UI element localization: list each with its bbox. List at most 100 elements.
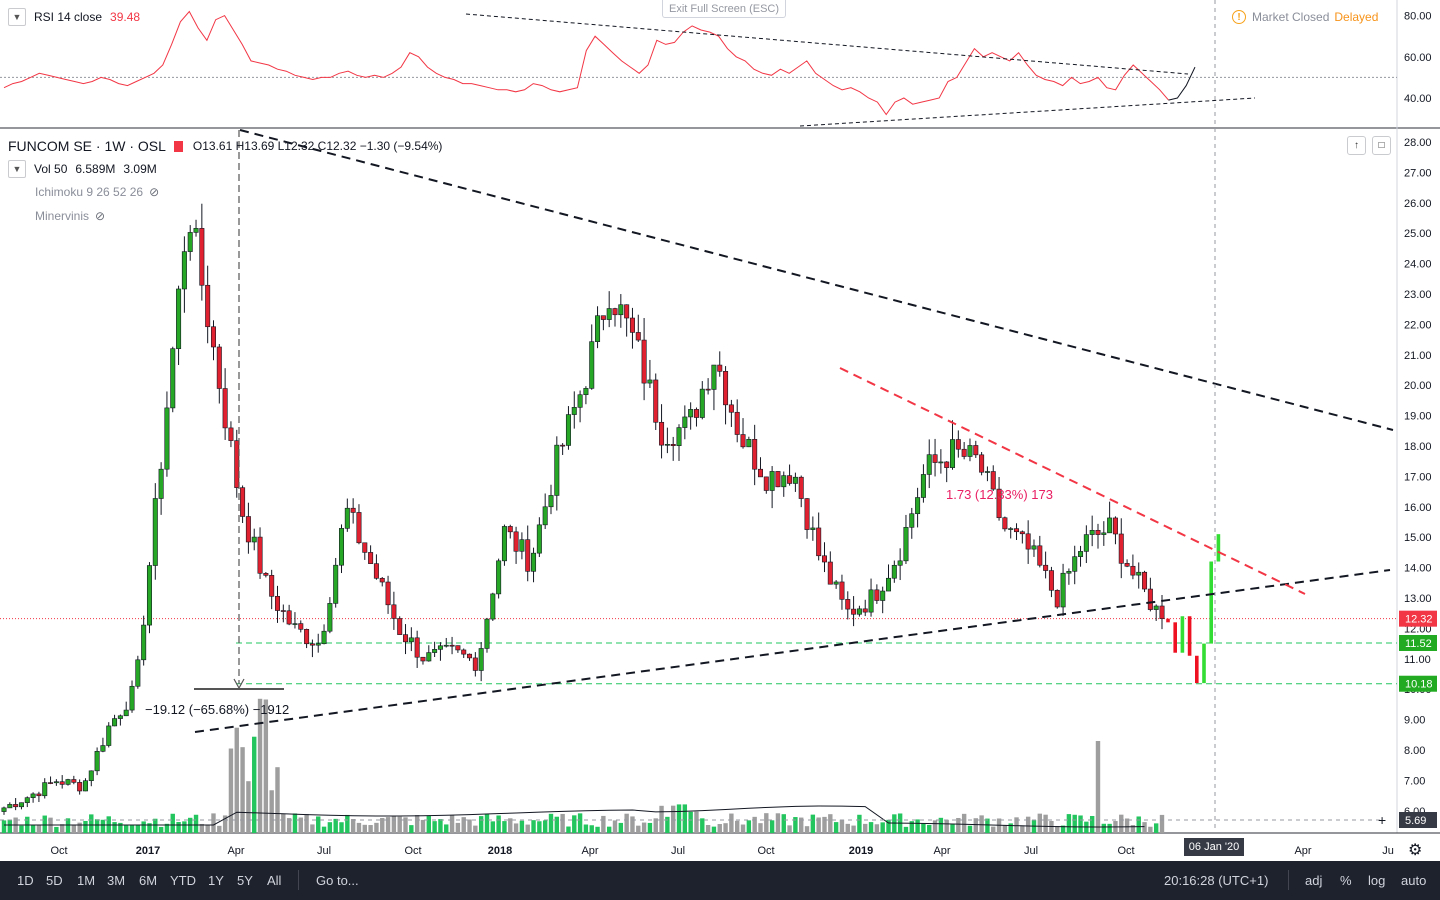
volume-bar-down	[286, 818, 292, 833]
maximize-icon[interactable]: □	[1372, 136, 1391, 155]
volume-bar-up	[94, 819, 100, 833]
candle-down	[641, 339, 647, 384]
go-to-button[interactable]: Go to...	[316, 873, 359, 888]
collapse-indicators-button[interactable]: ▼	[8, 160, 26, 178]
candle-up	[24, 797, 30, 803]
volume-bar-down	[59, 824, 65, 833]
volume-bar-down	[1130, 825, 1136, 833]
volume-bar-up	[688, 811, 693, 833]
range-ytd-button[interactable]: YTD	[170, 873, 196, 888]
main-legend: FUNCOM SE · 1W · OSL O13.61 H13.69 L12.3…	[8, 138, 442, 154]
volume-bar-down	[380, 818, 385, 833]
volume-bar-down	[269, 790, 274, 833]
eye-hidden-icon[interactable]: ⊘	[95, 209, 106, 223]
volume-bar-up	[478, 816, 484, 833]
candle-up	[30, 793, 36, 798]
volume-bar-up	[682, 804, 688, 833]
volume-bar-down	[217, 825, 222, 833]
candle-up	[868, 589, 874, 613]
price-axis-label: 12.32	[1405, 614, 1433, 626]
volume-bar-down	[310, 824, 315, 833]
range-5y-button[interactable]: 5Y	[237, 873, 253, 888]
volume-bar-up	[193, 814, 199, 833]
candle-up	[437, 645, 443, 650]
volume-bar-down	[246, 781, 251, 833]
volume-bar-up	[583, 824, 589, 833]
volume-bar-down	[845, 823, 850, 833]
candle-up	[595, 315, 601, 342]
volume-bar-down	[787, 825, 792, 833]
volume-bar-up	[1072, 814, 1077, 833]
candle-down	[757, 468, 763, 478]
log-toggle[interactable]: log	[1368, 873, 1386, 888]
volume-bar-down	[298, 817, 303, 833]
volume-bar-up	[112, 822, 117, 833]
price-axis-tick: 11.00	[1404, 654, 1431, 666]
adj-toggle[interactable]: adj	[1305, 873, 1323, 888]
candle-up	[531, 552, 537, 572]
range-all-button[interactable]: All	[267, 873, 282, 888]
arrow-up-icon[interactable]: ↑	[1347, 136, 1366, 155]
candle-up	[1078, 551, 1084, 557]
ichimoku-legend[interactable]: Ichimoku 9 26 52 26 ⊘	[35, 185, 159, 199]
auto-toggle[interactable]: auto	[1401, 873, 1427, 888]
candle-down	[653, 379, 659, 423]
symbol-title[interactable]: FUNCOM SE · 1W · OSL	[8, 138, 166, 154]
price-axis-tick: 26.00	[1404, 198, 1432, 210]
range-1y-button[interactable]: 1Y	[208, 873, 224, 888]
price-axis-label: 10.18	[1405, 679, 1433, 691]
volume-bar-down	[1055, 826, 1060, 833]
volume-bar-up	[833, 822, 839, 833]
volume-bar-up	[868, 822, 874, 833]
clock-display[interactable]: 20:16:28 (UTC+1)	[1164, 873, 1269, 888]
range-6m-button[interactable]: 6M	[139, 873, 158, 888]
candle-up	[577, 394, 583, 408]
minervinis-legend[interactable]: Minervinis ⊘	[35, 209, 105, 223]
candle-down	[1118, 533, 1124, 564]
market-status[interactable]: ! Market Closed Delayed	[1232, 10, 1378, 24]
toolbar-divider	[298, 870, 299, 890]
volume-bar-down	[1142, 822, 1147, 833]
rsi-axis-tick: 40.00	[1404, 93, 1432, 105]
volume-bar-up	[426, 815, 431, 833]
volume-bar-down	[641, 822, 647, 833]
volume-bar-up	[938, 817, 944, 833]
volume-bar-up	[915, 819, 920, 833]
volume-bar-up	[810, 814, 816, 833]
volume-bar-up	[921, 823, 926, 833]
range-3m-button[interactable]: 3M	[107, 873, 126, 888]
candle-up	[915, 497, 921, 515]
range-5d-button[interactable]: 5D	[46, 873, 63, 888]
candle-up	[478, 648, 484, 671]
range-1m-button[interactable]: 1M	[77, 873, 96, 888]
collapse-legend-button[interactable]: ▼	[8, 8, 26, 26]
percent-toggle[interactable]: %	[1340, 873, 1352, 888]
candle-down	[525, 539, 531, 572]
candle-down	[461, 649, 467, 655]
candle-up	[1066, 571, 1072, 574]
candle-down	[734, 411, 740, 435]
candle-up	[321, 630, 327, 645]
candle-up	[496, 560, 502, 595]
candle-down	[362, 542, 368, 553]
settings-gear-icon[interactable]: ⚙	[1408, 842, 1423, 859]
volume-bar-down	[863, 823, 868, 833]
candle-down	[723, 371, 729, 406]
candle-down	[350, 507, 356, 513]
volume-bar-up	[345, 814, 350, 833]
range-1d-button[interactable]: 1D	[17, 873, 34, 888]
candle-up	[1060, 572, 1066, 608]
volume-bar-down	[804, 826, 810, 833]
candle-down	[274, 596, 280, 611]
volume-bar-up	[444, 824, 449, 833]
time-axis-label: 2017	[136, 845, 160, 857]
volume-bar-down	[1025, 816, 1031, 833]
candle-up	[327, 603, 333, 632]
exit-full-screen-button[interactable]: Exit Full Screen (ESC)	[662, 0, 786, 18]
candle-down	[286, 610, 292, 625]
rsi-value: 39.48	[110, 10, 141, 24]
eye-hidden-icon[interactable]: ⊘	[149, 185, 160, 199]
volume-bar-up	[502, 821, 507, 833]
candle-up	[193, 228, 199, 233]
